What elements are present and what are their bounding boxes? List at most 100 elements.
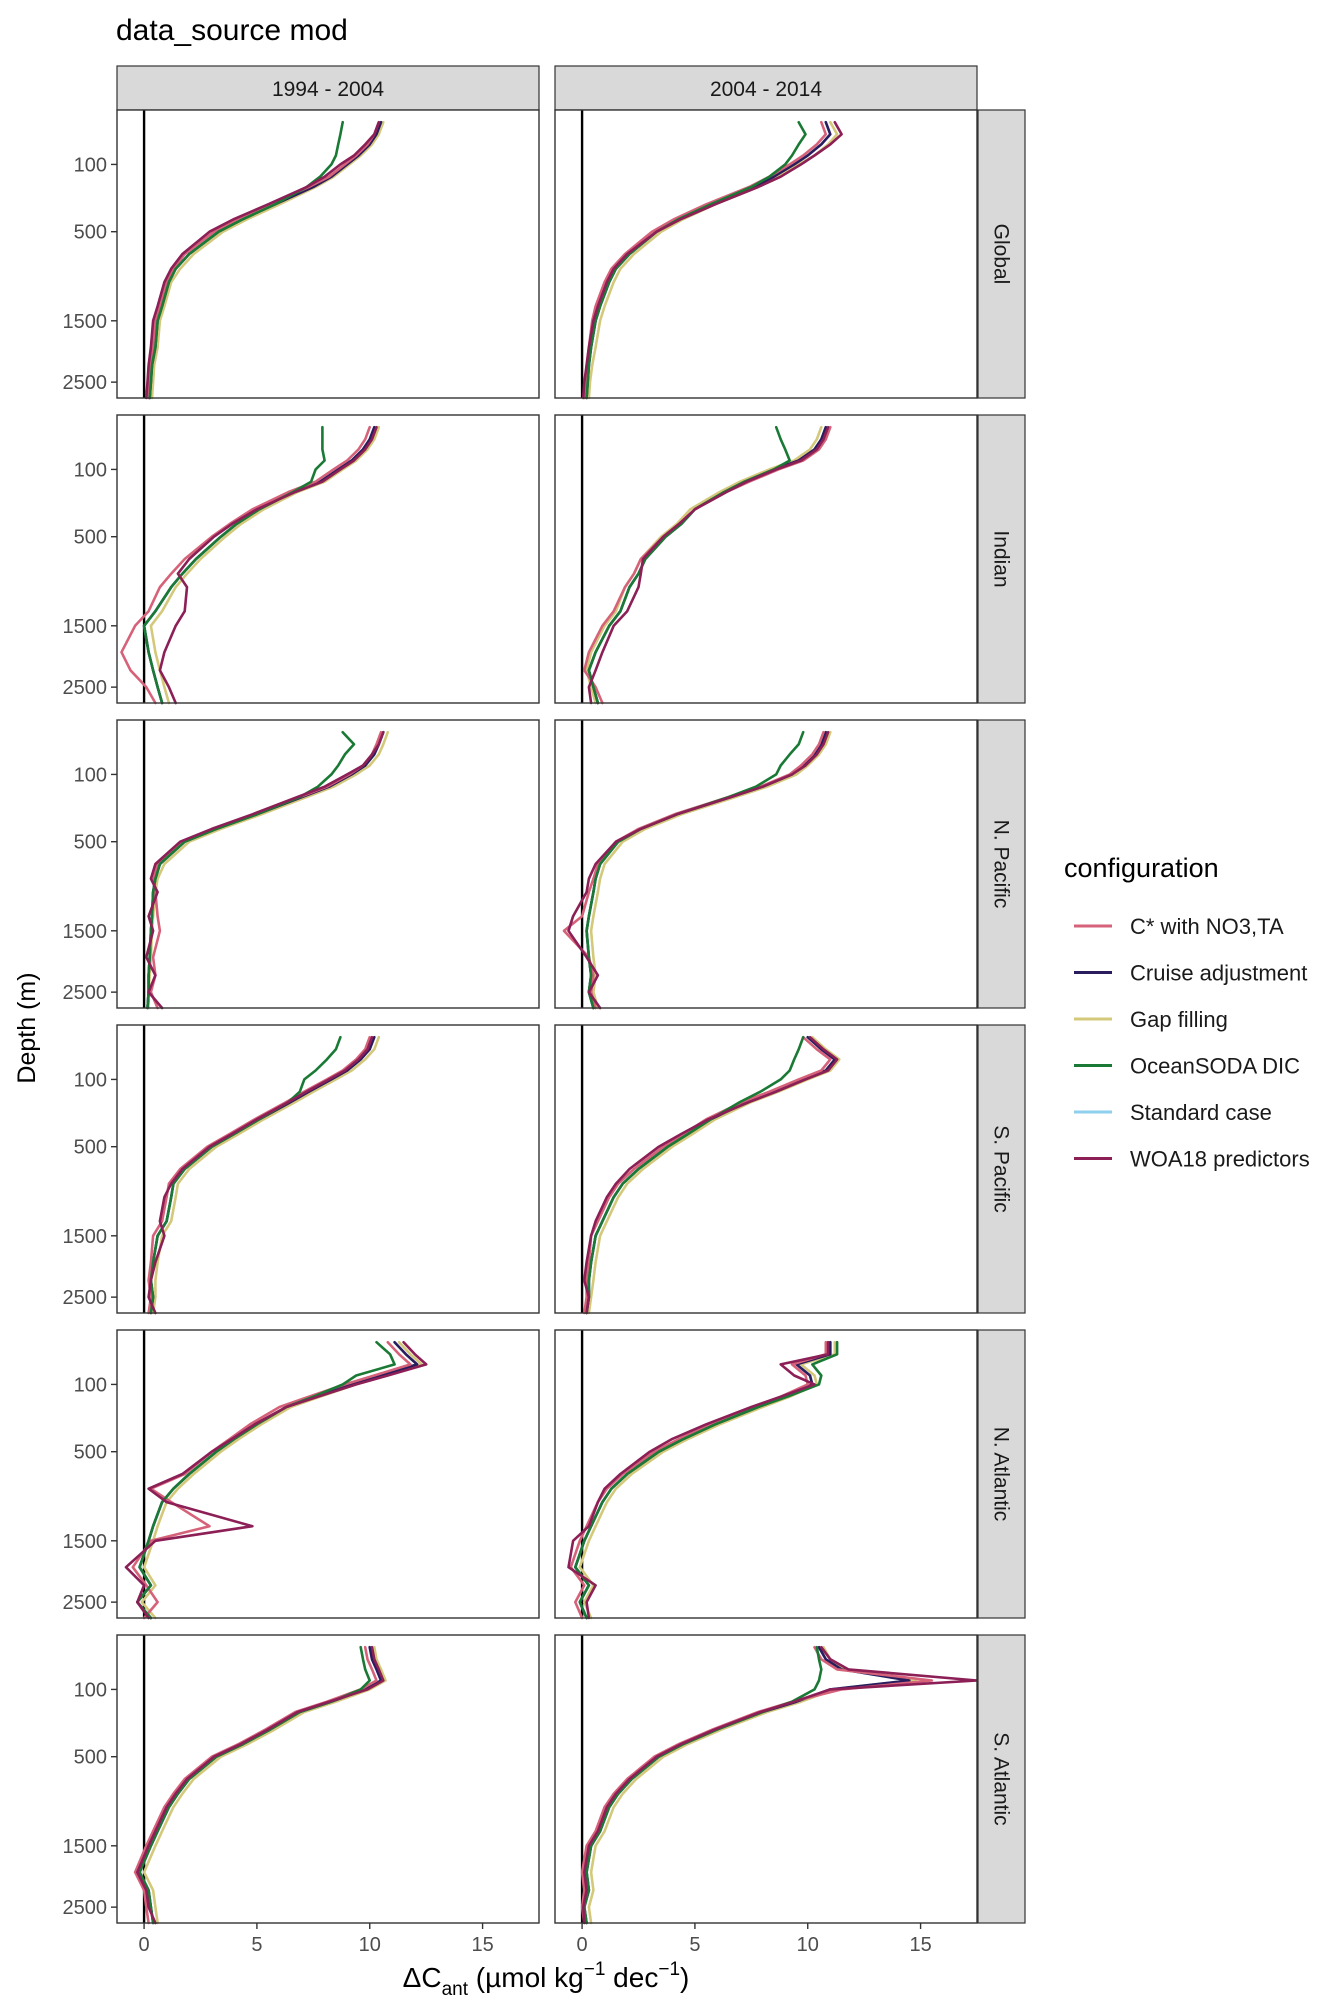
y-axis-n-atlantic: 100 500 1500 2500: [63, 1374, 117, 1614]
legend: configuration C* with NO3,TA Cruise adjus…: [1064, 853, 1310, 1172]
y-tick-label: 100: [74, 1069, 107, 1091]
legend-item-label: Cruise adjustment: [1130, 961, 1307, 986]
row-strip-label: N. Atlantic: [990, 1427, 1013, 1522]
x-tick-label: 0: [139, 1934, 150, 1956]
panel-s-pacific-1994-2004: [116, 1024, 540, 1315]
y-tick-label: 500: [74, 1442, 107, 1464]
x-tick-label: 10: [797, 1934, 819, 1956]
y-tick-label: 1500: [63, 311, 108, 333]
series-line-oceansoda-dic: [587, 425, 792, 705]
panel-background: [117, 110, 539, 398]
series-line-woa18-predictors: [147, 1035, 374, 1315]
legend-item-label: C* with NO3,TA: [1130, 914, 1284, 939]
row-strip-n-pacific: N. Pacific: [977, 719, 1026, 1009]
series-line-c-with-no3-ta: [120, 425, 372, 705]
facet-panels: 1994 - 2004 2004 - 2014 Global Indian N. Pac…: [116, 65, 1026, 1925]
legend-item-c-with-no3-ta: C* with NO3,TA: [1074, 914, 1284, 939]
series-line-oceansoda-dic: [146, 730, 356, 1010]
series-line-c-with-no3-ta: [133, 1645, 378, 1925]
x-axis-title-sup2: −1: [658, 1959, 680, 1980]
x-tick-label: 0: [577, 1934, 588, 1956]
panel-background: [555, 1025, 977, 1313]
series-line-woa18-predictors: [581, 120, 843, 400]
panel-border: [116, 1329, 540, 1619]
series-line-gap-filling: [150, 120, 385, 400]
series-line-gap-filling: [587, 1035, 841, 1315]
column-strip-2004-2014: 2004 - 2014: [554, 65, 978, 111]
axes: 1005001500250010050015002500100500150025…: [63, 154, 932, 1956]
panel-background: [555, 720, 977, 1008]
x-tick-label: 5: [689, 1934, 700, 1956]
series-line-gap-filling: [587, 1645, 918, 1925]
x-tick-label: 5: [251, 1934, 262, 1956]
row-strip-label: Indian: [990, 530, 1013, 587]
panel-indian-1994-2004: [116, 414, 540, 705]
y-tick-label: 500: [74, 1137, 107, 1159]
column-strip-background: [116, 65, 540, 111]
y-tick-label: 1500: [63, 1226, 108, 1248]
row-strip-s-pacific: S. Pacific: [977, 1024, 1026, 1314]
row-strip-background: [977, 1634, 1026, 1924]
panel-indian-2004-2014: [554, 414, 978, 705]
x-axis-title-units: (µmol kg: [468, 1962, 584, 1993]
y-axis-title: Depth (m): [13, 972, 41, 1083]
row-strip-background: [977, 414, 1026, 704]
panel-n-pacific-1994-2004: [116, 719, 540, 1010]
panel-border: [116, 1634, 540, 1924]
x-axis-title: ΔCant (µmol kg−1 dec−1): [403, 1959, 690, 2000]
column-strip-label: 1994 - 2004: [272, 78, 384, 101]
legend-item-woa18-predictors: WOA18 predictors: [1074, 1147, 1310, 1172]
series-line-c-with-no3-ta: [147, 120, 381, 400]
series-line-oceansoda-dic: [148, 120, 345, 400]
panel-s-atlantic-2004-2014: [554, 1634, 979, 1925]
panel-background: [117, 1025, 539, 1313]
series-line-woa18-predictors: [145, 120, 381, 400]
row-strip-indian: Indian: [977, 414, 1026, 704]
series-line-gap-filling: [585, 425, 823, 705]
series-line-c-with-no3-ta: [580, 1645, 934, 1925]
panel-border: [554, 414, 978, 704]
legend-item-label: Gap filling: [1130, 1007, 1228, 1032]
series-line-c-with-no3-ta: [582, 1035, 832, 1315]
y-tick-label: 1500: [63, 921, 108, 943]
row-strip-label: S. Pacific: [990, 1125, 1013, 1213]
x-axis-title-main: ΔC: [403, 1962, 442, 1993]
y-tick-label: 1500: [63, 616, 108, 638]
y-tick-label: 100: [74, 1679, 107, 1701]
panel-border: [116, 109, 540, 399]
y-tick-label: 2500: [63, 1287, 108, 1309]
row-strip-label: N. Pacific: [990, 820, 1013, 909]
y-tick-label: 2500: [63, 1897, 108, 1919]
panel-global-1994-2004: [116, 109, 540, 400]
series-line-woa18-predictors: [145, 730, 385, 1010]
legend-item-label: WOA18 predictors: [1130, 1147, 1310, 1172]
series-line-oceansoda-dic: [136, 1340, 396, 1620]
y-tick-label: 100: [74, 764, 107, 786]
panel-n-atlantic-2004-2014: [554, 1329, 978, 1620]
series-line-gap-filling: [142, 1645, 387, 1925]
x-axis-title-sup1: −1: [584, 1959, 606, 1980]
y-tick-label: 1500: [63, 1836, 108, 1858]
row-strip-label: Global: [990, 224, 1013, 285]
row-strip-s-atlantic: S. Atlantic: [977, 1634, 1026, 1924]
panel-background: [555, 110, 977, 398]
x-axis-title-end: ): [680, 1962, 689, 1993]
panel-border: [554, 719, 978, 1009]
legend-entries: C* with NO3,TA Cruise adjustment Gap filli…: [1074, 914, 1310, 1172]
legend-item-standard-case: Standard case: [1074, 1100, 1272, 1125]
x-tick-label: 15: [471, 1934, 493, 1956]
legend-item-label: OceanSODA DIC: [1130, 1054, 1300, 1079]
row-strip-background: [977, 109, 1026, 399]
y-tick-label: 500: [74, 222, 107, 244]
panel-global-2004-2014: [554, 109, 978, 400]
series-line-woa18-predictors: [567, 730, 830, 1010]
series-line-gap-filling: [578, 1340, 837, 1620]
row-strip-n-atlantic: N. Atlantic: [977, 1329, 1026, 1619]
y-axis-s-pacific: 100 500 1500 2500: [63, 1069, 117, 1309]
series-line-oceansoda-dic: [585, 1035, 805, 1315]
column-strip-1994-2004: 1994 - 2004: [116, 65, 540, 111]
series-line-gap-filling: [151, 1035, 381, 1315]
panel-border: [554, 1329, 978, 1619]
column-strip-label: 2004 - 2014: [710, 78, 822, 101]
